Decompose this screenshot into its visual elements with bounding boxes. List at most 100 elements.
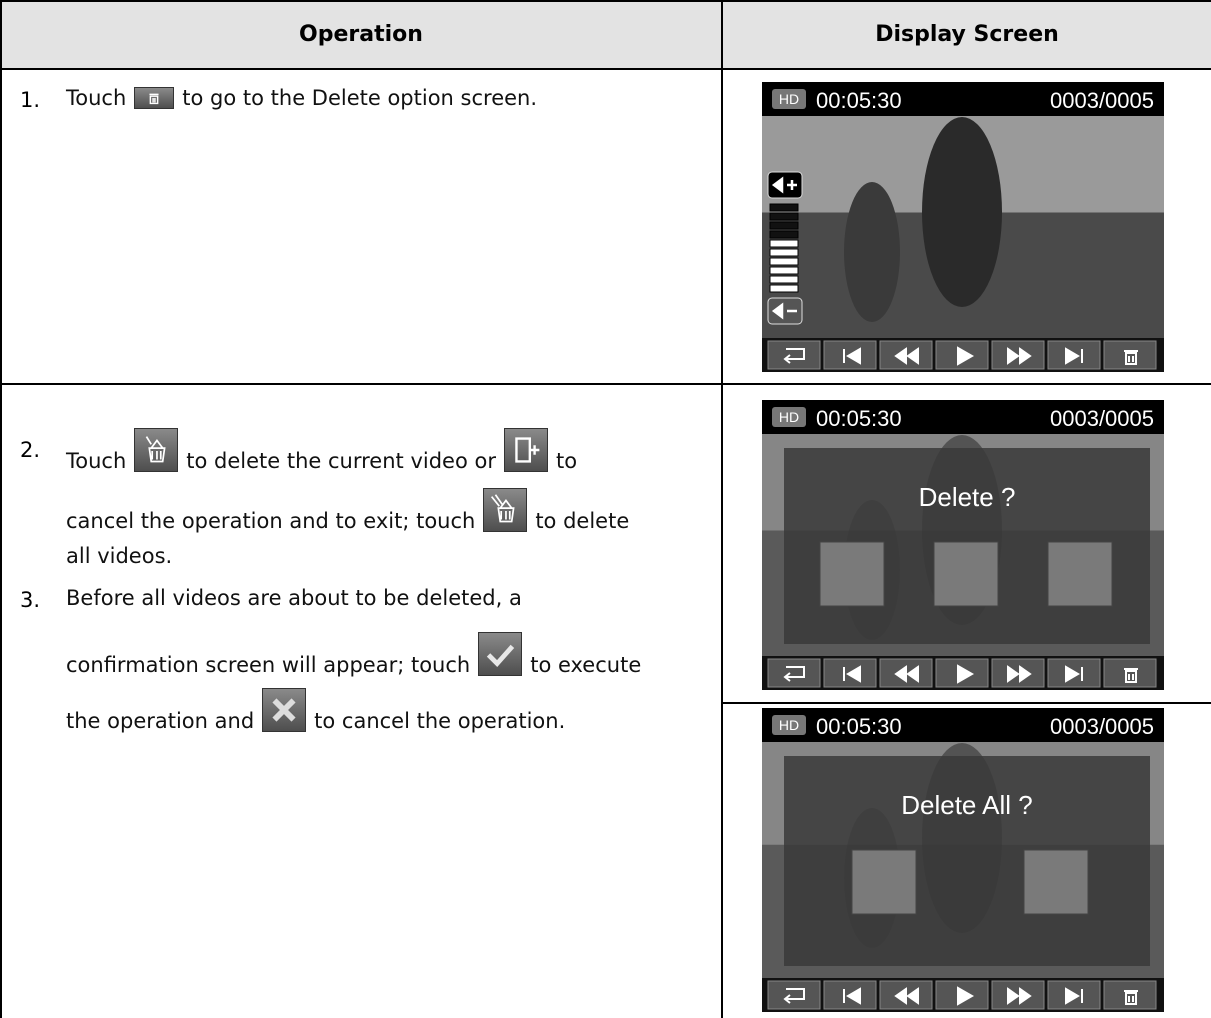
- control-glyph: [1007, 347, 1032, 365]
- control-glyph: [957, 346, 975, 366]
- dialog-title: Delete ?: [919, 482, 1016, 512]
- step-number: 3.: [20, 588, 41, 612]
- text: all videos.: [66, 544, 173, 568]
- control-glyph: [894, 347, 919, 365]
- control-button: [767, 980, 821, 1010]
- cancel-icon: [262, 688, 307, 732]
- hd-badge: [772, 715, 806, 735]
- volume-step: [769, 230, 799, 239]
- volume-step: [769, 275, 799, 284]
- confirm-icon: [478, 632, 523, 676]
- control-glyph: [1007, 987, 1032, 1005]
- header-operation: Operation: [0, 0, 722, 68]
- control-glyph: [783, 348, 805, 364]
- screen: HD 00:05:30 0003/0005 Delete All ?: [762, 708, 1164, 1012]
- control-glyph: [783, 666, 805, 682]
- control-glyph: [1065, 987, 1083, 1005]
- dialog-title: Delete All ?: [901, 790, 1033, 820]
- text-line: Touch to go to the Delete option screen.: [66, 78, 537, 118]
- border: [722, 702, 1211, 704]
- control-glyph: [1124, 668, 1138, 683]
- top-bar: [762, 400, 1164, 434]
- text: to: [555, 449, 578, 473]
- figure: [844, 182, 900, 322]
- border: [0, 383, 1211, 385]
- screen: HD 00:05:30 0003/0005: [762, 82, 1164, 372]
- time: 00:05:30: [816, 88, 902, 113]
- delete-all-icon: [483, 488, 528, 532]
- hd-label: HD: [779, 409, 799, 425]
- hd-badge: [772, 407, 806, 427]
- control-glyph: [1065, 347, 1083, 365]
- text-line: Touch to delete the current video or to: [66, 422, 577, 472]
- text: cancel the operation and to exit; touch: [66, 509, 476, 533]
- volume-step: [769, 257, 799, 266]
- dialog-button: [933, 541, 999, 607]
- control-glyph: [957, 664, 975, 684]
- control-glyph: [843, 987, 861, 1005]
- border: [0, 0, 2, 1018]
- control-glyph: [894, 665, 919, 683]
- step-number: 1.: [20, 88, 41, 112]
- control-button: [935, 340, 989, 370]
- border: [0, 0, 1211, 2]
- volume-down: [767, 297, 803, 325]
- top-bar: [762, 82, 1164, 116]
- delete-one-icon: [134, 428, 179, 472]
- dialog: [784, 756, 1150, 966]
- control-glyph: [1065, 665, 1083, 683]
- time: 00:05:30: [816, 714, 902, 739]
- hd-label: HD: [779, 91, 799, 107]
- volume-step: [769, 266, 799, 275]
- control-glyph: [957, 986, 975, 1006]
- text: to delete: [535, 509, 630, 533]
- volume-step: [769, 284, 799, 293]
- control-glyph: [1124, 350, 1138, 365]
- figure: [922, 117, 1002, 307]
- exit-icon: [503, 428, 548, 472]
- counter: 0003/0005: [1050, 406, 1154, 431]
- text-line: all videos.: [66, 546, 172, 567]
- text-line: Before all videos are about to be delete…: [66, 588, 522, 609]
- control-button: [879, 340, 933, 370]
- control-glyph: [894, 987, 919, 1005]
- counter: 0003/0005: [1050, 88, 1154, 113]
- border: [721, 0, 723, 1018]
- dialog-button: [851, 849, 917, 915]
- control-button: [767, 340, 821, 370]
- hd-label: HD: [779, 717, 799, 733]
- dialog-button: [1047, 541, 1113, 607]
- dialog-button: [819, 541, 885, 607]
- text-line: cancel the operation and to exit; touch …: [66, 488, 629, 532]
- volume-up: [767, 171, 803, 199]
- volume-step: [769, 248, 799, 257]
- time: 00:05:30: [816, 406, 902, 431]
- hd-badge: [772, 89, 806, 109]
- text: to delete the current video or: [186, 449, 496, 473]
- text: Before all videos are about to be delete…: [66, 586, 522, 610]
- volume-step: [769, 221, 799, 230]
- step-number: 2.: [20, 438, 41, 462]
- control-button: [767, 658, 821, 688]
- top-bar: [762, 708, 1164, 742]
- text: Touch: [66, 85, 127, 110]
- control-glyph: [1124, 990, 1138, 1005]
- text: to execute: [530, 653, 642, 677]
- counter: 0003/0005: [1050, 714, 1154, 739]
- header-display: Display Screen: [723, 0, 1211, 68]
- control-glyph: [843, 347, 861, 365]
- text-line: the operation and to cancel the operatio…: [66, 688, 565, 732]
- screen: HD 00:05:30 0003/0005 Delete ?: [762, 400, 1164, 690]
- text: confirmation screen will appear; touch: [66, 653, 471, 677]
- volume-glyph: [771, 176, 797, 194]
- text: Touch: [66, 449, 127, 473]
- text: the operation and: [66, 709, 255, 733]
- volume-step: [769, 239, 799, 248]
- text: to go to the Delete option screen.: [182, 85, 538, 110]
- control-glyph: [843, 665, 861, 683]
- control-glyph: [1007, 665, 1032, 683]
- border: [0, 68, 1211, 70]
- volume-step: [769, 212, 799, 221]
- volume-glyph: [771, 302, 797, 320]
